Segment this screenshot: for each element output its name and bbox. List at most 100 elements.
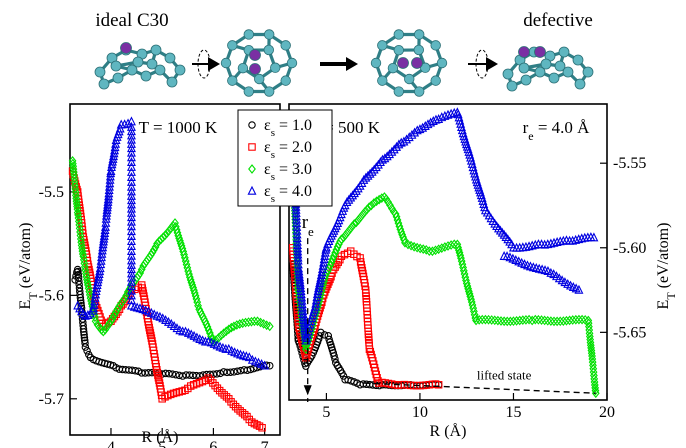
data-point	[584, 315, 593, 326]
data-point	[559, 316, 568, 326]
lifted-state-label: lifted state	[477, 368, 532, 383]
data-point	[126, 226, 136, 236]
data-point	[126, 216, 136, 226]
data-point	[126, 186, 136, 196]
data-point	[68, 156, 77, 166]
rotation-indicator	[475, 49, 489, 79]
data-point	[216, 369, 224, 378]
data-point	[494, 223, 503, 233]
data-point	[556, 316, 565, 327]
atom	[387, 62, 399, 74]
data-point	[327, 257, 336, 268]
data-point	[256, 317, 265, 328]
data-point	[99, 230, 109, 240]
data-point	[316, 270, 326, 280]
process-arrows	[192, 49, 498, 79]
data-point	[312, 305, 321, 315]
data-point	[352, 217, 361, 228]
atom	[220, 57, 232, 69]
atom	[94, 66, 106, 78]
data-point	[546, 238, 556, 248]
data-point	[407, 129, 417, 139]
data-point	[126, 221, 136, 231]
atom	[146, 58, 158, 70]
atom	[554, 60, 566, 72]
data-point	[475, 315, 484, 325]
data-point	[137, 264, 146, 275]
atom	[506, 80, 518, 92]
data-point	[126, 231, 136, 241]
data-point	[568, 315, 577, 325]
data-point	[431, 114, 441, 124]
data-point	[363, 204, 371, 215]
data-point	[320, 331, 329, 339]
data-point	[591, 385, 600, 396]
data-point	[495, 225, 505, 235]
atom	[154, 64, 166, 76]
data-point	[161, 230, 169, 241]
y-tick-label: -5.65	[613, 324, 646, 341]
data-point	[346, 192, 356, 202]
data-point	[586, 334, 595, 345]
data-point	[106, 168, 116, 178]
data-point	[102, 207, 112, 217]
data-point	[330, 352, 338, 360]
data-point	[126, 138, 136, 148]
data-point	[218, 389, 226, 397]
data-point	[373, 159, 383, 169]
data-point	[325, 263, 333, 274]
data-point	[354, 215, 363, 225]
data-point	[449, 107, 459, 117]
data-point	[260, 360, 270, 370]
data-point	[428, 246, 437, 257]
data-point	[98, 242, 108, 252]
atom	[377, 75, 388, 86]
data-point	[312, 289, 322, 299]
data-point	[454, 112, 464, 122]
data-point	[402, 134, 412, 144]
data-point	[484, 314, 493, 325]
data-point	[467, 158, 477, 168]
data-point	[455, 115, 465, 125]
data-point	[464, 286, 473, 297]
atom	[582, 66, 594, 78]
data-point	[69, 161, 78, 172]
data-point	[126, 259, 136, 269]
data-point	[478, 314, 487, 325]
data-point	[585, 331, 594, 342]
data-point	[587, 348, 596, 359]
data-point	[588, 351, 596, 361]
data-point	[93, 277, 103, 287]
data-point	[575, 314, 583, 325]
data-point	[126, 143, 136, 153]
data-point	[512, 315, 521, 326]
legend-entry: εs = 2.0	[248, 139, 312, 161]
data-point	[103, 322, 112, 332]
data-point	[91, 316, 100, 327]
data-point	[387, 146, 397, 156]
data-point	[69, 164, 78, 174]
data-point	[490, 315, 499, 326]
left-x-axis-label: R (Å)	[142, 428, 179, 446]
atom	[540, 58, 552, 70]
data-point	[98, 239, 108, 249]
atom	[249, 63, 261, 75]
data-point	[126, 246, 136, 255]
data-point	[555, 236, 565, 246]
data-point	[83, 310, 93, 320]
atom	[126, 64, 138, 76]
data-point	[262, 320, 271, 331]
atom	[263, 44, 274, 56]
data-point	[222, 326, 231, 337]
atom	[227, 75, 238, 86]
data-point	[126, 272, 136, 282]
data-point	[73, 207, 82, 218]
data-point	[339, 372, 348, 380]
atom	[562, 66, 574, 78]
left-panel: 4 5 6 7 -5.5 -5.6 -5.7 T = 1000 K R (Å) ET (eV…	[17, 103, 281, 448]
atom	[548, 72, 560, 84]
data-point	[314, 280, 324, 290]
data-point	[76, 293, 85, 302]
data-point	[126, 121, 136, 131]
atom	[534, 46, 546, 58]
